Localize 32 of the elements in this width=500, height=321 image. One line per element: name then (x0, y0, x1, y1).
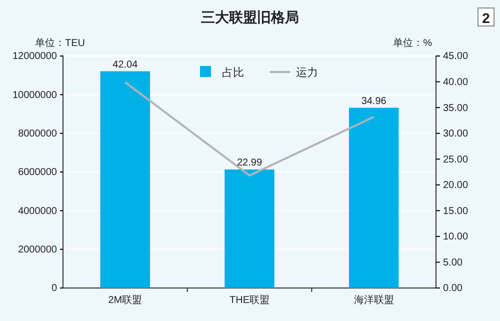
y2-tick-label: 35.00 (443, 102, 468, 114)
data-label: 22.99 (236, 157, 262, 168)
bar (348, 108, 399, 288)
bar (224, 169, 274, 288)
y-tick-label: 4000000 (18, 206, 58, 217)
text: 2 (482, 10, 490, 26)
data-label: 34.96 (361, 96, 387, 107)
legend-label: 运力 (296, 66, 318, 79)
y2-axis-title: 单位：% (393, 37, 432, 49)
y2-tick-label: 20.00 (443, 180, 468, 192)
y2-tick-label: 25.00 (443, 154, 468, 166)
y2-tick-label: 40.00 (443, 76, 468, 88)
y-tick-label: 12000000 (12, 51, 58, 62)
y-tick-label: 6000000 (18, 167, 58, 178)
chart-title: 三大联盟旧格局 (201, 9, 299, 25)
bar (100, 71, 150, 288)
y-tick-label: 8000000 (18, 128, 58, 140)
y2-tick-label: 15.00 (443, 206, 468, 217)
y2-tick-label: 45.00 (443, 51, 468, 62)
y2-tick-label: 30.00 (443, 128, 468, 140)
x-tick-label: 海洋联盟 (354, 294, 394, 306)
y2-tick-label: 10.00 (443, 232, 468, 243)
y-tick-label: 2000000 (18, 244, 58, 256)
y2-tick-label: 0.00 (443, 283, 463, 294)
y2-tick-label: 5.00 (443, 257, 463, 268)
y-tick-label: 10000000 (12, 90, 58, 101)
legend-label: 占比 (222, 66, 244, 79)
y-tick-label: 0 (51, 283, 58, 294)
x-tick-label: 2M联盟 (108, 294, 142, 306)
y-axis-title: 单位：TEU (35, 37, 85, 49)
x-tick-label: THE联盟 (230, 294, 270, 306)
data-label: 42.04 (112, 59, 138, 70)
